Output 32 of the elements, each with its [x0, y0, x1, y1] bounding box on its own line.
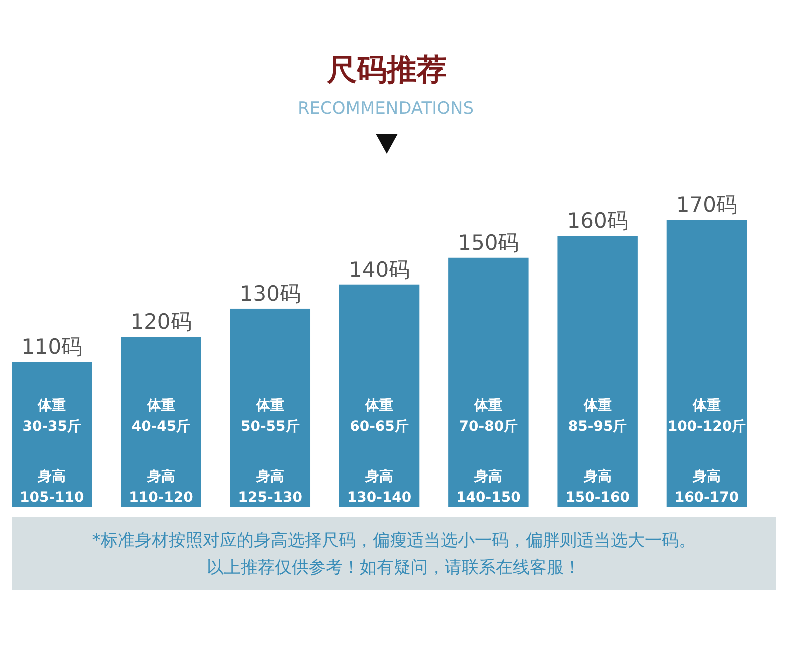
chart-subtitle: RECOMMENDATIONS: [298, 99, 474, 119]
bar: [230, 308, 311, 507]
annotation: 身高 160-170: [674, 468, 740, 506]
bar: [12, 362, 92, 507]
bar: [121, 337, 202, 507]
x-tick-label: 170码: [676, 193, 738, 217]
text: 以上推荐仅供参考！如有疑问，请联系在线客服！: [207, 558, 581, 578]
x-tick-label: 150码: [458, 230, 520, 255]
x-tick-label: 160码: [567, 209, 628, 234]
annotation: 身高 125-130: [238, 468, 303, 506]
bar: [666, 220, 748, 507]
bar: [339, 284, 420, 507]
annotation: 身高 140-150: [456, 468, 522, 506]
x-tick-label: 120码: [130, 310, 192, 334]
x-tick-label: 140码: [348, 258, 410, 282]
annotation: 身高 150-160: [566, 468, 630, 506]
annotation: 身高 130-140: [347, 468, 412, 506]
annotation: 体重 60-65斤: [350, 398, 409, 435]
chart-title: 尺码推荐: [326, 53, 447, 88]
annotation: 体重 40-45斤: [132, 398, 191, 435]
x-tick-label: 130码: [240, 282, 301, 306]
annotation: 身高 110-120: [129, 468, 194, 506]
text: *标准身材按照对应的身高选择尺码，偏瘦适当选小一码，偏胖则适当选大一码。: [92, 531, 696, 551]
annotation: 身高 105-110: [20, 468, 84, 506]
x-tick-label: 110码: [22, 335, 83, 360]
annotation: 体重 30-35斤: [22, 398, 82, 435]
annotation: 体重 50-55斤: [241, 398, 300, 435]
annotation: 体重 85-95斤: [568, 398, 628, 435]
bar: [558, 236, 638, 507]
annotation: 体重 100-120斤: [668, 398, 746, 435]
bar: [448, 258, 529, 507]
annotation: 体重 70-80斤: [459, 398, 518, 435]
